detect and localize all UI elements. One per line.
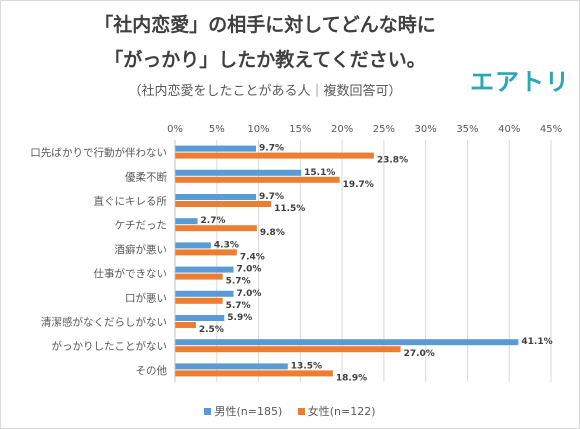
category-label: その他	[136, 364, 168, 377]
x-tick-label: 35%	[456, 124, 478, 135]
bar-female	[175, 152, 374, 159]
x-tick-label: 5%	[209, 124, 225, 135]
data-label-male: 41.1%	[521, 337, 552, 347]
bar-female	[175, 297, 223, 304]
bar-male	[175, 363, 288, 370]
x-tick-label: 15%	[289, 124, 311, 135]
category-label: 口が悪い	[125, 291, 167, 304]
x-tick-label: 20%	[331, 124, 353, 135]
bar-female	[175, 370, 333, 377]
bar-female	[175, 249, 237, 256]
bar-male	[175, 266, 234, 273]
legend: 男性(n=185) 女性(n=122)	[0, 403, 580, 419]
x-tick-label: 25%	[373, 124, 395, 135]
category-label: 清潔感がなくだらしがない	[41, 316, 167, 329]
chart-title-line2: 「がっかり」したか教えてください。	[104, 49, 426, 71]
x-tick-label: 0%	[167, 124, 183, 135]
bar-female	[175, 346, 401, 353]
data-label-male: 2.7%	[201, 216, 226, 226]
legend-item-male: 男性(n=185)	[204, 403, 282, 419]
bar-male	[175, 242, 211, 249]
bar-female	[175, 322, 196, 328]
data-label-male: 9.7%	[259, 192, 284, 202]
category-label: がっかりしたことがない	[52, 340, 168, 353]
data-label-male: 5.9%	[227, 313, 252, 323]
data-label-male: 13.5%	[291, 361, 322, 371]
chart-subtitle: （社内恋愛をしたことがある人｜複数回答可）	[128, 84, 402, 99]
data-label-female: 18.9%	[336, 373, 367, 383]
bar-male	[175, 194, 257, 200]
data-label-female: 2.5%	[199, 325, 224, 335]
data-label-male: 15.1%	[304, 168, 335, 178]
bar-female	[175, 273, 223, 280]
bar-female	[175, 176, 340, 183]
legend-swatch-male	[204, 407, 212, 415]
data-label-female: 9.8%	[260, 228, 285, 238]
legend-item-female: 女性(n=122)	[297, 403, 376, 419]
bar-male	[175, 339, 519, 346]
data-label-female: 23.8%	[377, 156, 408, 166]
category-label: 直ぐにキレる所	[94, 195, 168, 208]
category-label: 優柔不断	[125, 170, 167, 183]
data-label-female: 19.7%	[343, 180, 374, 190]
x-tick-label: 30%	[415, 124, 437, 135]
legend-label-female: 女性(n=122)	[307, 405, 376, 418]
data-label-male: 7.0%	[236, 265, 261, 275]
data-label-female: 7.4%	[240, 252, 265, 262]
bar-male	[175, 290, 234, 297]
bar-female	[175, 201, 272, 207]
legend-swatch-female	[297, 407, 305, 415]
category-label: ケチだった	[115, 220, 168, 232]
bar-male	[175, 169, 302, 176]
bar-female	[175, 225, 257, 232]
category-label: 酒癖が悪い	[115, 243, 168, 256]
bar-male	[175, 315, 225, 321]
data-label-female: 27.0%	[404, 349, 435, 359]
x-tick-label: 10%	[247, 124, 269, 135]
x-tick-label: 40%	[498, 124, 520, 135]
bar-male	[175, 218, 198, 225]
data-label-female: 11.5%	[274, 204, 305, 214]
x-tick-label: 45%	[540, 124, 562, 135]
legend-label-male: 男性(n=185)	[214, 405, 283, 418]
data-label-female: 5.7%	[226, 277, 251, 287]
brand-logo: エアトリ	[470, 68, 570, 96]
data-label-female: 5.7%	[226, 301, 251, 311]
data-label-male: 4.3%	[214, 240, 239, 250]
chart-title-line1: 「社内恋愛」の相手に対してどんな時に	[94, 14, 436, 36]
category-label: 仕事ができない	[94, 267, 168, 280]
data-label-male: 7.0%	[236, 289, 261, 299]
bar-male	[175, 145, 257, 152]
category-label: 口先ばかりで行動が伴わない	[30, 146, 167, 159]
data-label-male: 9.7%	[259, 144, 284, 154]
